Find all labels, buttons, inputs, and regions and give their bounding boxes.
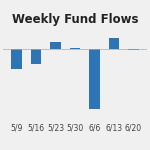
Bar [109, 38, 119, 49]
Bar [50, 42, 61, 49]
Bar [70, 48, 80, 49]
Bar [11, 49, 22, 69]
Bar [89, 49, 100, 109]
Bar [128, 49, 139, 50]
Bar [31, 49, 41, 64]
Title: Weekly Fund Flows: Weekly Fund Flows [12, 13, 138, 26]
